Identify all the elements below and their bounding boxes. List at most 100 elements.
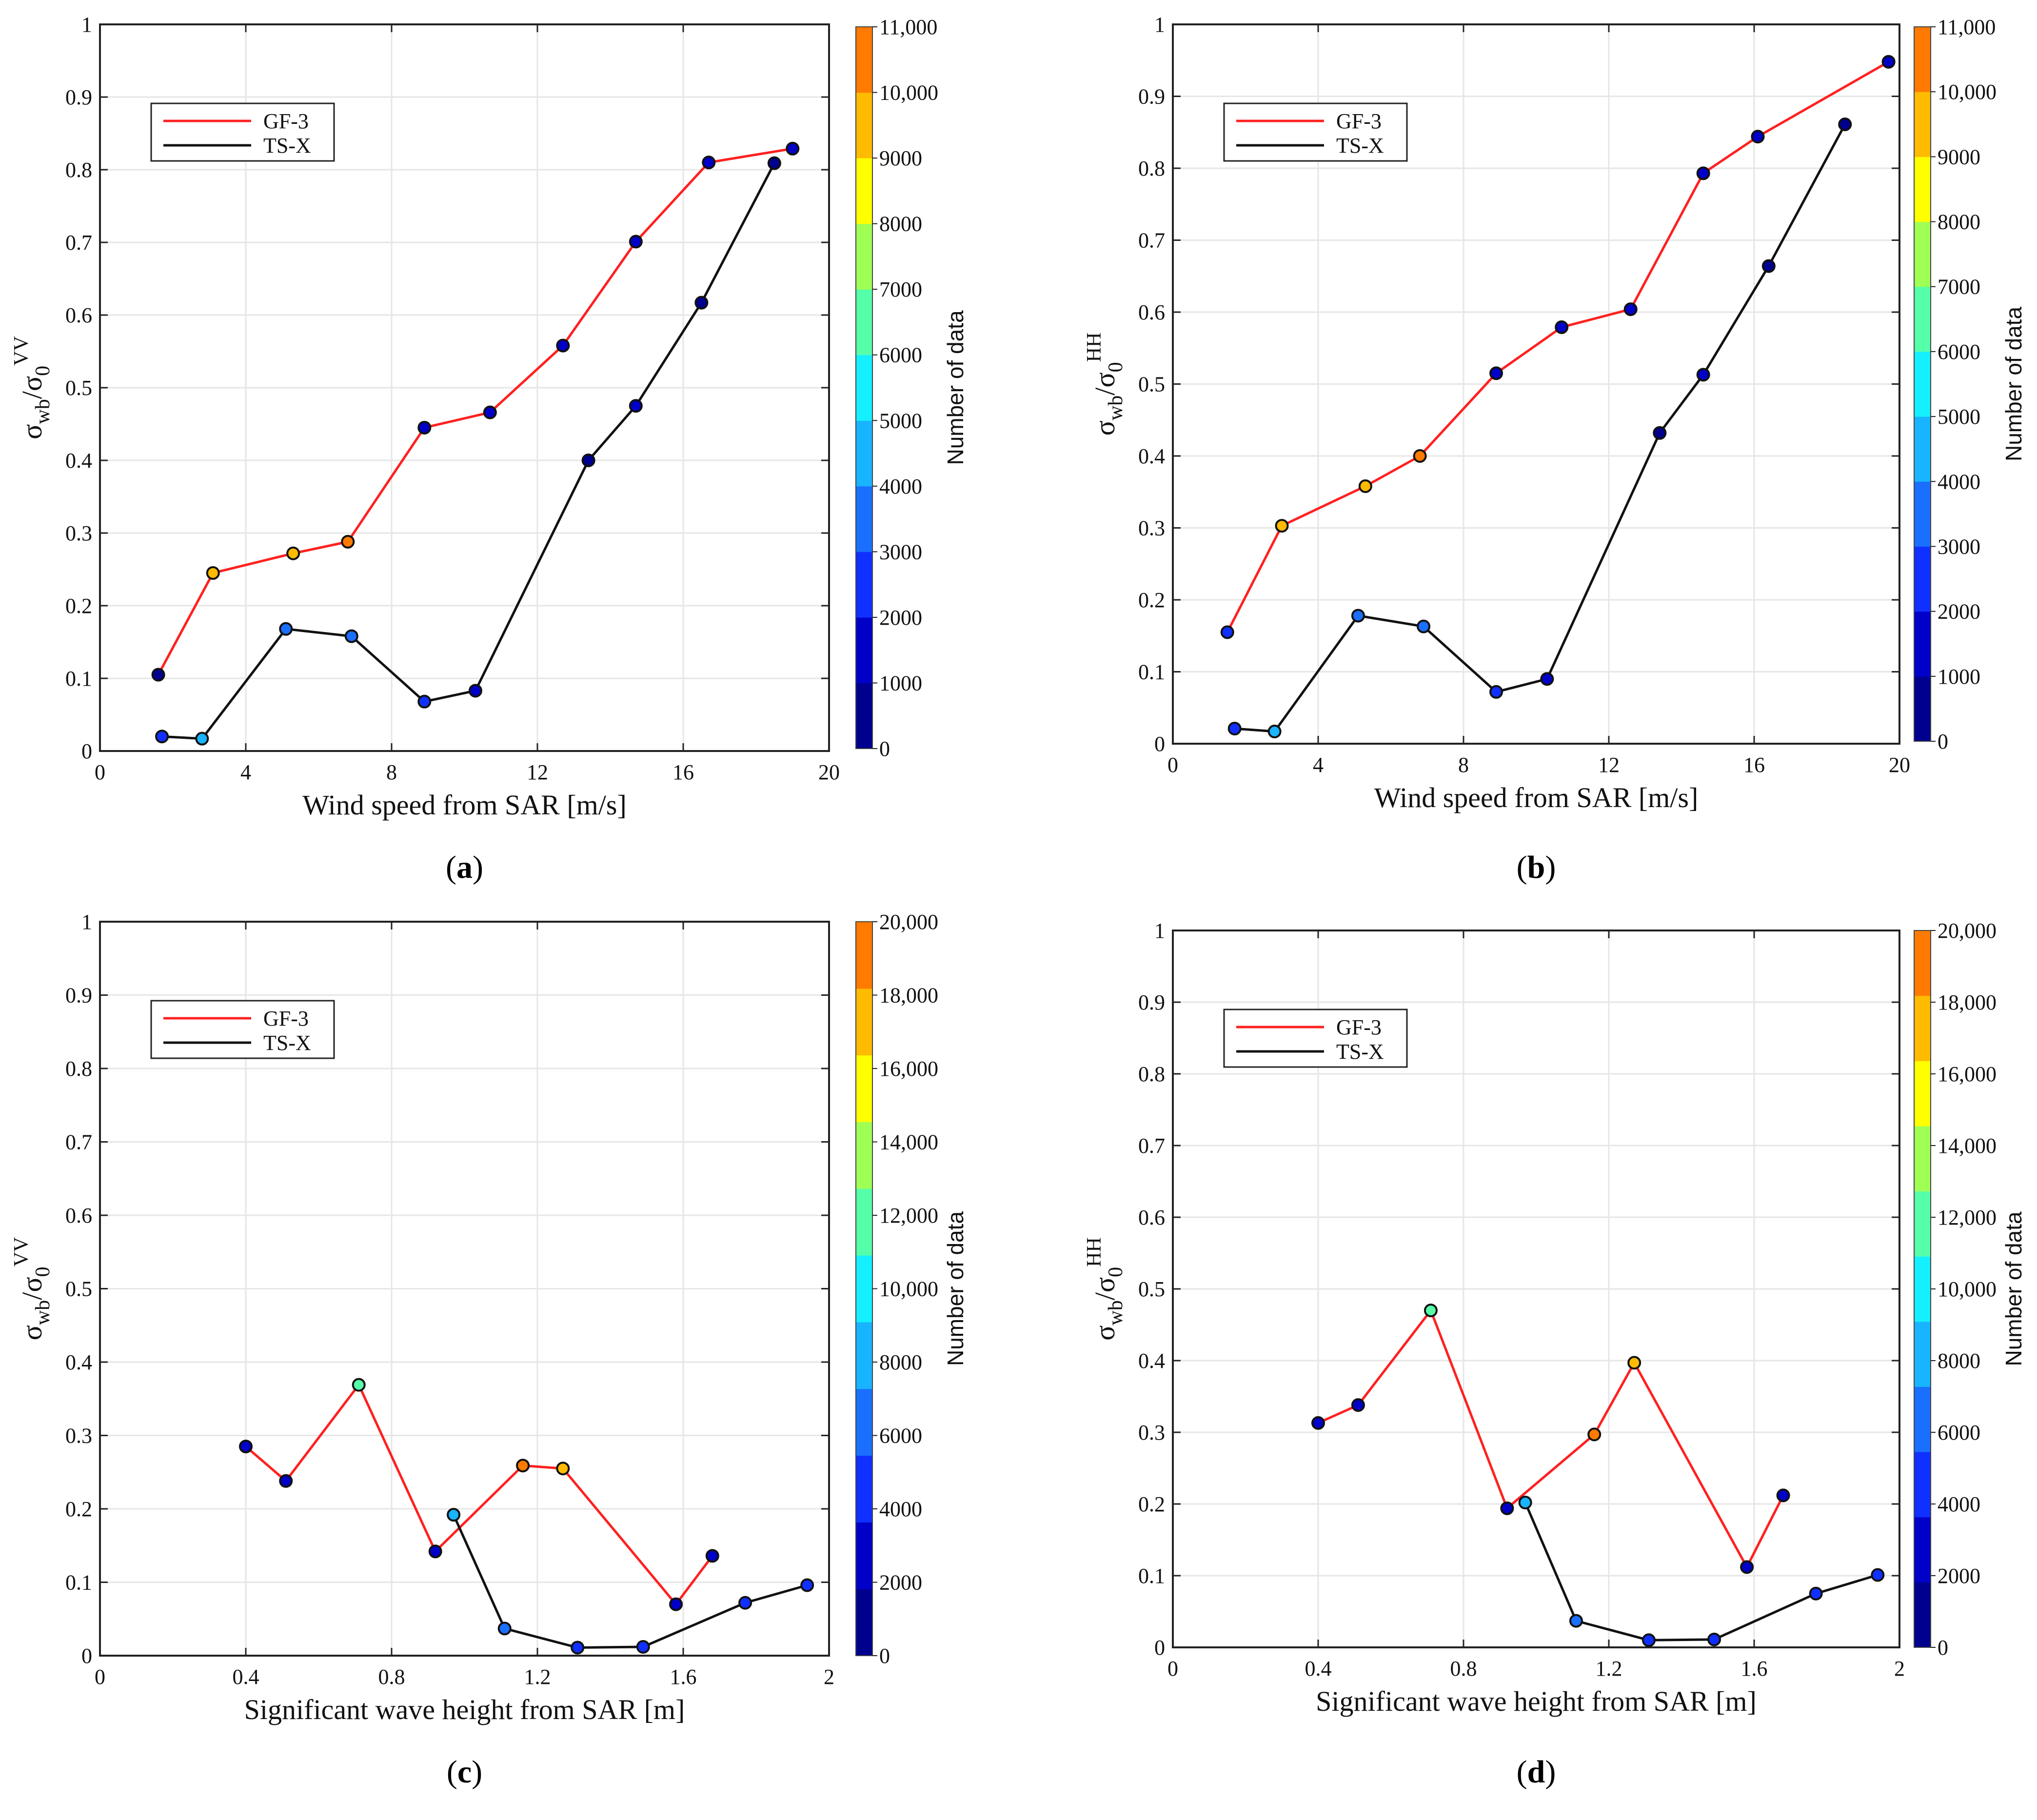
y-axis-label: σwb/σ0VV [10, 1237, 54, 1341]
data-point-TS-X [629, 399, 643, 413]
colorbar-segment [856, 1522, 872, 1589]
y-tick-label: 0.6 [1138, 1206, 1165, 1229]
y-label-slash: /σ [16, 1277, 48, 1300]
data-point-TS-X [1540, 672, 1554, 686]
data-point-GF-3 [1351, 1398, 1365, 1412]
y-tick-label: 0.3 [1138, 516, 1165, 540]
colorbar-segment [1914, 416, 1931, 482]
y-tick-label: 0.9 [65, 984, 92, 1008]
colorbar-tick-label: 4000 [879, 1497, 922, 1521]
y-tick-label: 0 [81, 739, 92, 763]
data-point-GF-3 [1623, 302, 1638, 317]
colorbar-tick-label: 2000 [879, 1571, 922, 1595]
data-point-TS-X [195, 732, 209, 746]
colorbar-segment [856, 922, 872, 989]
colorbar-frame [1914, 26, 1931, 742]
colorbar-tick-label: 5000 [879, 409, 922, 433]
data-point-GF-3 [341, 534, 355, 549]
y-label-sub: wb [1105, 1300, 1127, 1325]
colorbar-tick-label: 18,000 [879, 984, 938, 1008]
colorbar-segment [856, 158, 872, 224]
y-tick-label: 0.5 [1138, 1277, 1165, 1301]
legend-box [150, 102, 335, 162]
y-label-sigma: σ [16, 424, 48, 439]
caption-open: ( [447, 1754, 457, 1790]
colorbar-segment [1914, 1386, 1931, 1452]
data-point-TS-X [417, 694, 432, 709]
colorbar-tick-label: 0 [1938, 730, 1948, 753]
data-point-TS-X [468, 684, 482, 698]
y-tick-label: 0.1 [65, 1571, 92, 1595]
colorbar-tick-label: 7000 [1938, 275, 1980, 299]
data-point-GF-3 [556, 1462, 570, 1476]
y-tick-label: 0.3 [1138, 1421, 1165, 1444]
colorbar-segment [1914, 995, 1931, 1061]
data-point-GF-3 [483, 405, 497, 419]
colorbar-segment [856, 223, 872, 290]
y-tick-label: 0.7 [1138, 229, 1165, 253]
x-tick-label: 16 [1743, 753, 1765, 777]
series-line-TS-X [452, 1514, 808, 1649]
colorbar-segment [856, 289, 872, 356]
y-tick-label: 0.6 [65, 1204, 92, 1227]
data-point-GF-3 [669, 1597, 683, 1611]
y-tick-label: 0.2 [65, 1497, 92, 1521]
colorbar-tick-label: 4000 [1938, 470, 1980, 494]
caption-close: ) [472, 1754, 482, 1790]
colorbar-segment [1914, 611, 1931, 677]
series-line-GF-3 [245, 1384, 713, 1606]
y-tick-label: 0.8 [65, 1057, 92, 1081]
y-axis-label: σwb/σ0HH [1083, 333, 1127, 436]
colorbar-tick-label: 2000 [1938, 1564, 1980, 1588]
x-axis-label: Significant wave height from SAR [m] [244, 1694, 685, 1725]
y-tick-label: 0.1 [1138, 1564, 1165, 1588]
data-point-GF-3 [1424, 1304, 1438, 1318]
x-tick-label: 16 [672, 760, 694, 784]
series-line-TS-X [161, 162, 776, 740]
colorbar-tick-label: 6000 [1938, 1421, 1980, 1444]
colorbar-tick-label: 16,000 [879, 1057, 938, 1081]
panel-c: 0 0.4 0.8 1.2 1.6 2 0 0.1 0.2 0.3 0.4 0.5 0.6 0.7 0.8 0… [10, 910, 968, 1790]
colorbar-tick-label: 6000 [879, 343, 922, 367]
y-tick-label: 0.4 [1138, 1349, 1165, 1373]
caption-letter: b [1527, 850, 1545, 885]
colorbar-tick-label: 10,000 [1938, 1277, 1997, 1301]
panel-caption: (b) [1517, 850, 1556, 885]
y-tick-label: 0.7 [1138, 1134, 1165, 1158]
data-point-TS-X [800, 1578, 814, 1592]
x-tick-label: 4 [1313, 753, 1324, 777]
data-point-GF-3 [1413, 449, 1427, 463]
data-point-GF-3 [286, 546, 300, 560]
legend-label-GF-3: GF-3 [1336, 109, 1382, 133]
colorbar-segment [1914, 286, 1931, 352]
data-point-TS-X [1227, 722, 1242, 736]
x-tick-label: 1.2 [1596, 1657, 1622, 1681]
colorbar-frame [855, 26, 873, 749]
colorbar-tick-label: 3000 [879, 540, 922, 564]
data-point-GF-3 [151, 668, 165, 682]
y-label-sup: HH [1083, 1237, 1106, 1267]
colorbar-tick-label: 5000 [1938, 405, 1980, 429]
y-tick-label: 0 [1154, 732, 1165, 756]
colorbar-tick-label: 9000 [879, 146, 922, 170]
y-tick-label: 0.5 [65, 376, 92, 400]
colorbar-segment [856, 1589, 872, 1656]
y-label-sigma: σ [1089, 420, 1121, 435]
caption-open: ( [1517, 1754, 1527, 1790]
data-point-GF-3 [516, 1459, 530, 1473]
data-point-GF-3 [1740, 1560, 1754, 1574]
y-tick-label: 1 [1154, 13, 1165, 37]
caption-close: ) [1545, 1754, 1556, 1790]
y-tick-label: 0.9 [1138, 85, 1165, 109]
y-tick-label: 0.4 [65, 449, 92, 473]
colorbar-segment [856, 1455, 872, 1523]
colorbar-segment [856, 683, 872, 749]
colorbar-segment [856, 27, 872, 93]
colorbar-segment [1914, 92, 1931, 157]
x-tick-label: 0 [95, 1665, 105, 1689]
x-tick-label: 0.8 [1450, 1657, 1477, 1681]
colorbar-segment [856, 988, 872, 1056]
series-line-GF-3 [1317, 1309, 1784, 1568]
colorbar-label: Number of data [2001, 307, 2026, 461]
data-point-TS-X [767, 156, 781, 170]
